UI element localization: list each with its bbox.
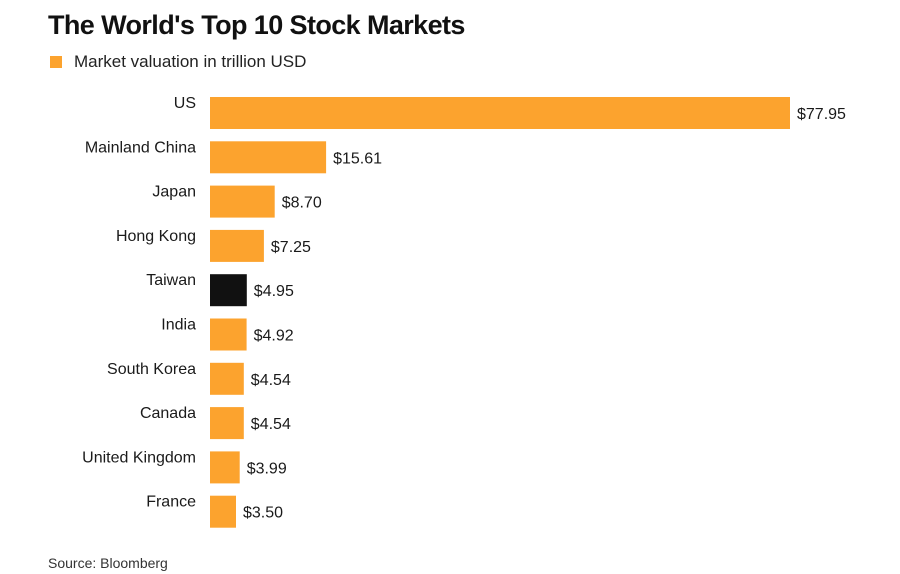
chart-title: The World's Top 10 Stock Markets — [48, 10, 465, 40]
category-label: Taiwan — [146, 272, 196, 289]
bar — [210, 141, 327, 174]
category-label: United Kingdom — [82, 449, 196, 466]
value-label: $4.54 — [251, 372, 291, 389]
value-label: $7.25 — [271, 239, 311, 256]
bar — [210, 362, 244, 395]
bar — [210, 274, 247, 307]
value-label: $4.54 — [251, 416, 291, 433]
category-label: Mainland China — [85, 139, 196, 156]
value-label: $15.61 — [333, 150, 382, 167]
category-label: US — [174, 95, 196, 112]
bar — [210, 229, 264, 262]
bar — [210, 407, 244, 440]
value-label: $4.95 — [254, 283, 294, 300]
category-label: Canada — [140, 405, 196, 422]
bar — [210, 495, 236, 528]
source-note: Source: Bloomberg — [48, 555, 168, 571]
category-label: South Korea — [107, 361, 196, 378]
bar — [210, 97, 790, 129]
legend: Market valuation in trillion USD — [50, 52, 306, 72]
value-label: $4.92 — [254, 328, 294, 345]
bar — [210, 451, 240, 484]
value-label: $8.70 — [282, 195, 322, 212]
category-label: Hong Kong — [116, 228, 196, 245]
value-label: $3.99 — [247, 460, 287, 477]
bar — [210, 185, 275, 218]
category-label: India — [161, 317, 196, 334]
value-label: $3.50 — [243, 505, 283, 522]
legend-swatch — [50, 56, 62, 68]
value-label: $77.95 — [797, 106, 846, 123]
bar — [210, 318, 247, 351]
category-label: Japan — [152, 184, 196, 201]
category-label: France — [146, 494, 196, 511]
legend-label: Market valuation in trillion USD — [74, 52, 307, 71]
